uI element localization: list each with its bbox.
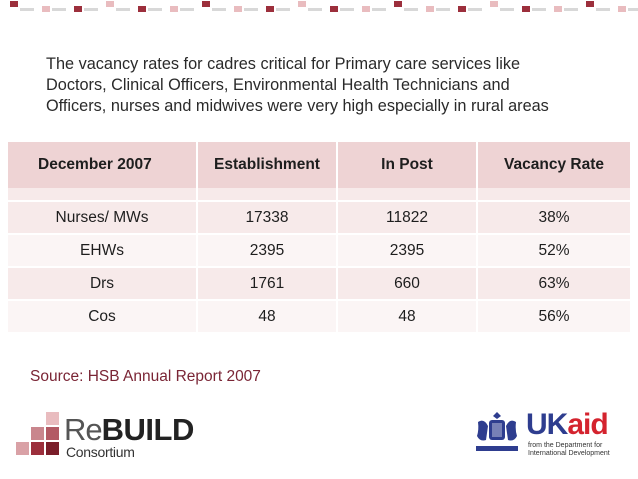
band-square	[618, 6, 626, 12]
ukaid-logo: UKaid from the Department for Internatio…	[470, 406, 620, 462]
band-square	[522, 6, 530, 12]
band-bar	[244, 8, 258, 11]
band-bar	[212, 8, 226, 11]
vacancy-table: December 2007 Establishment In Post Vaca…	[8, 142, 630, 334]
cell-in-post: 2395	[338, 235, 478, 268]
band-bar	[564, 8, 578, 11]
band-bar	[52, 8, 66, 11]
table-row: Cos 48 48 56%	[8, 301, 630, 334]
header-in-post: In Post	[338, 142, 478, 188]
band-square	[42, 6, 50, 12]
band-bar	[596, 8, 610, 11]
source-citation: Source: HSB Annual Report 2007	[30, 368, 261, 385]
royal-coat-of-arms-icon	[476, 412, 518, 451]
cell-in-post: 11822	[338, 202, 478, 235]
band-bar	[84, 8, 98, 11]
band-square	[202, 1, 210, 7]
band-square	[298, 1, 306, 7]
cell-in-post: 660	[338, 268, 478, 301]
table-spacer-row	[8, 188, 630, 202]
cell-vacancy-rate: 38%	[478, 202, 630, 235]
cell-establishment: 48	[198, 301, 338, 334]
band-square	[10, 1, 18, 7]
cell-establishment: 1761	[198, 268, 338, 301]
intro-line: Officers, nurses and midwives were very …	[46, 97, 549, 115]
band-square	[586, 1, 594, 7]
band-bar	[436, 8, 450, 11]
band-square	[394, 1, 402, 7]
table-row: Drs 1761 660 63%	[8, 268, 630, 301]
table-row: EHWs 2395 2395 52%	[8, 235, 630, 268]
cell-in-post: 48	[338, 301, 478, 334]
band-bar	[340, 8, 354, 11]
band-bar	[180, 8, 194, 11]
cell-establishment: 2395	[198, 235, 338, 268]
table-row: Nurses/ MWs 17338 11822 38%	[8, 202, 630, 235]
cell-establishment: 17338	[198, 202, 338, 235]
header-period: December 2007	[8, 142, 198, 188]
band-square	[74, 6, 82, 12]
band-bar	[148, 8, 162, 11]
band-square	[426, 6, 434, 12]
cell-cadre: Drs	[8, 268, 198, 301]
band-square	[330, 6, 338, 12]
table-header-row: December 2007 Establishment In Post Vaca…	[8, 142, 630, 188]
band-square	[362, 6, 370, 12]
band-square	[170, 6, 178, 12]
rebuild-squares-icon	[16, 412, 59, 455]
band-bar	[404, 8, 418, 11]
band-square	[266, 6, 274, 12]
cell-vacancy-rate: 63%	[478, 268, 630, 301]
band-bar	[532, 8, 546, 11]
band-bar	[628, 8, 638, 11]
band-bar	[276, 8, 290, 11]
intro-line: Doctors, Clinical Officers, Environmenta…	[46, 76, 510, 94]
band-bar	[500, 8, 514, 11]
cell-cadre: Cos	[8, 301, 198, 334]
band-bar	[116, 8, 130, 11]
header-establishment: Establishment	[198, 142, 338, 188]
intro-line: The vacancy rates for cadres critical fo…	[46, 55, 521, 73]
band-square	[234, 6, 242, 12]
band-bar	[372, 8, 386, 11]
ukaid-wordmark: UKaid	[526, 408, 609, 441]
rebuild-consortium-logo: ReBUILD Consortium	[14, 410, 214, 464]
band-square	[138, 6, 146, 12]
band-bar	[468, 8, 482, 11]
band-square	[490, 1, 498, 7]
intro-text: The vacancy rates for cadres critical fo…	[46, 54, 616, 117]
band-bar	[20, 8, 34, 11]
band-square	[106, 1, 114, 7]
rebuild-wordmark: ReBUILD	[64, 412, 194, 447]
ukaid-dfid-label: from the Department for International De…	[528, 442, 610, 457]
cell-cadre: EHWs	[8, 235, 198, 268]
band-bar	[308, 8, 322, 11]
header-vacancy-rate: Vacancy Rate	[478, 142, 630, 188]
cell-cadre: Nurses/ MWs	[8, 202, 198, 235]
cell-vacancy-rate: 52%	[478, 235, 630, 268]
band-square	[554, 6, 562, 12]
band-square	[458, 6, 466, 12]
rebuild-consortium-label: Consortium	[66, 444, 135, 460]
cell-vacancy-rate: 56%	[478, 301, 630, 334]
decorative-top-band	[0, 0, 638, 14]
